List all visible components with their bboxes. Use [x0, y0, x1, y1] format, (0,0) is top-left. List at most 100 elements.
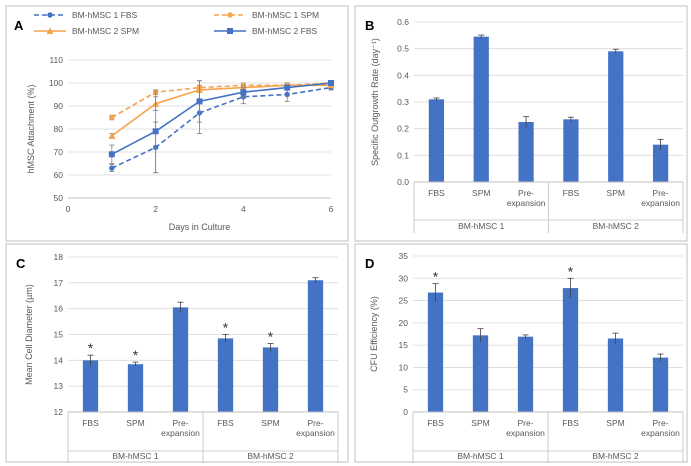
y-tick-label: 10	[399, 362, 409, 372]
category-label: SPM	[607, 188, 625, 198]
series-line	[111, 86, 332, 169]
bar	[428, 99, 445, 182]
y-axis-label: Mean Cell Diameter (µm)	[24, 284, 34, 385]
y-tick-label: 25	[399, 296, 409, 306]
category-label: SPM	[472, 188, 490, 198]
y-tick-label: 110	[49, 55, 63, 65]
bar	[172, 307, 189, 412]
data-point	[108, 132, 116, 139]
bar	[262, 347, 279, 412]
category-label: expansion	[296, 428, 335, 438]
bar	[563, 119, 579, 182]
y-tick-label: 0.4	[397, 70, 409, 80]
series-line	[111, 84, 331, 137]
legend: BM-hMSC 1 FBS BM-hMSC 1 SPM BM-hMSC 2 SPM B…	[34, 10, 319, 36]
category-label: FBS	[217, 418, 234, 428]
data-point	[108, 151, 115, 158]
significance-marker: *	[88, 340, 94, 356]
bar	[607, 338, 624, 412]
y-tick-label: 0.6	[397, 17, 409, 27]
series-line	[111, 82, 332, 156]
bar	[652, 357, 669, 412]
y-tick-label: 30	[399, 273, 409, 283]
legend-entry: BM-hMSC 1 SPM	[252, 10, 319, 20]
category-label: expansion	[507, 198, 546, 208]
category-label: Pre-	[172, 418, 188, 428]
panel-label: A	[14, 18, 24, 33]
x-tick-label: 4	[241, 204, 246, 214]
panel-frame-a	[5, 5, 349, 242]
bar	[427, 292, 444, 412]
legend-entry: BM-hMSC 2 SPM	[72, 26, 139, 36]
panel-b: 0.0 0.1 0.2 0.3 0.4 0.5 0.6 FBS SPM Pre-expansion…	[365, 17, 684, 233]
data-point	[47, 12, 53, 18]
bar	[472, 335, 489, 412]
y-axis-label: CFU Efficiency (%)	[369, 296, 379, 372]
x-tick-label: 6	[329, 204, 334, 214]
bar	[608, 51, 624, 183]
y-tick-label: 17	[54, 278, 64, 288]
category-label: FBS	[82, 418, 99, 428]
series-4	[108, 80, 334, 174]
y-tick-label: 18	[54, 252, 64, 262]
y-tick-label: 13	[54, 381, 64, 391]
data-point	[109, 114, 115, 121]
category-label: SPM	[471, 418, 489, 428]
significance-marker: *	[268, 329, 274, 345]
data-point	[196, 98, 203, 105]
y-tick-label: 0.0	[397, 177, 409, 187]
series-line	[111, 82, 332, 119]
data-point	[227, 28, 233, 34]
category-label: FBS	[562, 418, 579, 428]
legend-entry: BM-hMSC 2 FBS	[252, 26, 318, 36]
category-label: Pre-	[653, 188, 669, 198]
bar	[652, 144, 669, 182]
bar	[518, 122, 534, 182]
y-tick-label: 15	[54, 330, 64, 340]
significance-marker: *	[133, 347, 139, 363]
category-label: expansion	[641, 198, 680, 208]
y-tick-label: 90	[54, 101, 64, 111]
data-point	[284, 84, 291, 91]
bar	[307, 280, 324, 412]
group-label: BM-hMSC 2	[592, 451, 639, 461]
y-axis-label: hMSC Attachment (%)	[26, 84, 36, 173]
data-point	[240, 89, 247, 96]
category-label: Pre-	[517, 418, 533, 428]
category-label: Pre-	[518, 188, 534, 198]
category-label: Pre-	[652, 418, 668, 428]
bar	[473, 36, 489, 182]
y-tick-label: 0	[403, 407, 408, 417]
category-label: expansion	[161, 428, 200, 438]
group-label: BM-hMSC 2	[593, 221, 640, 231]
y-tick-label: 15	[399, 340, 409, 350]
y-tick-label: 70	[54, 147, 64, 157]
y-tick-label: 35	[399, 251, 409, 261]
y-tick-label: 0.1	[397, 150, 409, 160]
data-point	[227, 12, 233, 18]
category-label: expansion	[641, 428, 680, 438]
x-tick-label: 2	[153, 204, 158, 214]
category-label: FBS	[427, 418, 444, 428]
x-tick-label: 0	[66, 204, 71, 214]
category-label: expansion	[506, 428, 545, 438]
significance-marker: *	[433, 269, 439, 285]
panel-d: 0 5 10 15 20 25 30 35 * FBS SPM Pre-expansion * FBS SP…	[365, 251, 684, 463]
y-tick-label: 14	[54, 355, 64, 365]
category-label: Pre-	[307, 418, 323, 428]
y-tick-label: 80	[54, 124, 64, 134]
group-label: BM-hMSC 1	[457, 451, 504, 461]
panel-label: D	[365, 256, 374, 271]
y-axis-label: Specific Outgrowth Rate (day⁻¹)	[370, 38, 380, 166]
data-point	[152, 128, 159, 135]
significance-marker: *	[223, 320, 229, 336]
bar	[127, 364, 144, 412]
y-tick-label: 100	[49, 78, 63, 88]
y-tick-label: 50	[54, 193, 64, 203]
x-axis-label: Days in Culture	[169, 222, 231, 232]
data-point	[46, 27, 54, 34]
panel-c: 12 13 14 15 16 17 18 * FBS * SPM Pre-expansion * FBS *…	[16, 252, 339, 463]
data-point	[328, 80, 334, 86]
y-tick-label: 0.5	[397, 44, 409, 54]
